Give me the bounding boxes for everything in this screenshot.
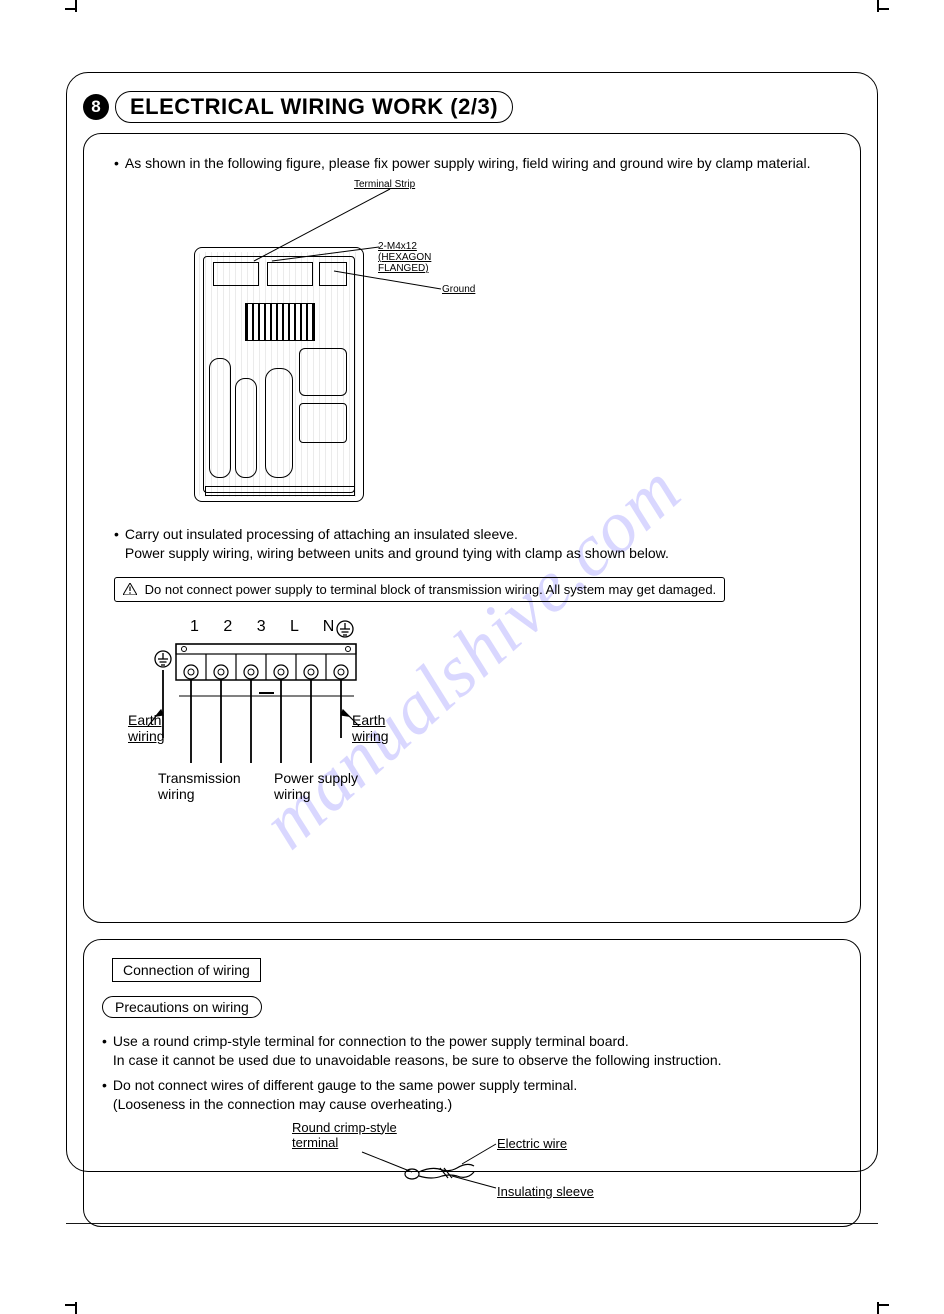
bullet-insulated: • Carry out insulated processing of atta… (114, 525, 840, 563)
label-earth-left: Earth wiring (128, 712, 178, 744)
crop-mark (877, 1302, 879, 1314)
section-header: 8 ELECTRICAL WIRING WORK (2/3) (83, 91, 861, 123)
bullet-text: Do not connect wires of different gauge … (113, 1077, 577, 1093)
bullet-text: As shown in the following figure, please… (125, 154, 840, 173)
terminal-block-diagram: 1 2 3 L N (134, 618, 404, 818)
pill-precautions: Precautions on wiring (102, 996, 262, 1018)
panel-wiring-figure: • As shown in the following figure, plea… (83, 133, 861, 923)
footer-rule (66, 1223, 878, 1224)
unit-diagram: Terminal Strip 2-M4x12 (HEXAGON FLANGED)… (194, 179, 454, 519)
page-frame: 8 ELECTRICAL WIRING WORK (2/3) • As show… (66, 72, 878, 1172)
crimp-terminal-diagram: Round crimp-style terminal Electric wire… (292, 1120, 840, 1208)
crimp-svg (292, 1120, 612, 1208)
bullet-dot: • (102, 1076, 107, 1114)
bullet-diff-gauge: • Do not connect wires of different gaug… (102, 1076, 840, 1114)
box-connection-of-wiring: Connection of wiring (112, 958, 261, 982)
crop-mark (75, 1302, 77, 1314)
bullet-text: Carry out insulated processing of attach… (125, 526, 518, 542)
label-earth-right: Earth wiring (352, 712, 402, 744)
bullet-dot: • (114, 525, 119, 563)
bullet-subtext: In case it cannot be used due to unavoid… (113, 1052, 722, 1068)
section-title: ELECTRICAL WIRING WORK (2/3) (115, 91, 513, 123)
panel-connection: Connection of wiring Precautions on wiri… (83, 939, 861, 1227)
section-badge: 8 (83, 94, 109, 120)
warning-text: Do not connect power supply to terminal … (145, 582, 717, 597)
crop-mark (877, 0, 879, 12)
bullet-fix-wiring: • As shown in the following figure, plea… (114, 154, 840, 173)
label-power-supply: Power supply wiring (274, 770, 384, 802)
bullet-crimp-terminal: • Use a round crimp-style terminal for c… (102, 1032, 840, 1070)
bullet-text: Use a round crimp-style terminal for con… (113, 1033, 629, 1049)
warning-box: Do not connect power supply to terminal … (114, 577, 725, 602)
bullet-subtext: Power supply wiring, wiring between unit… (125, 545, 669, 561)
crop-mark (75, 0, 77, 12)
bullet-subtext: (Looseness in the connection may cause o… (113, 1096, 452, 1112)
label-transmission: Transmission wiring (158, 770, 268, 802)
warning-icon (123, 583, 137, 595)
bullet-dot: • (114, 154, 119, 173)
bullet-dot: • (102, 1032, 107, 1070)
leader-lines (194, 179, 514, 519)
